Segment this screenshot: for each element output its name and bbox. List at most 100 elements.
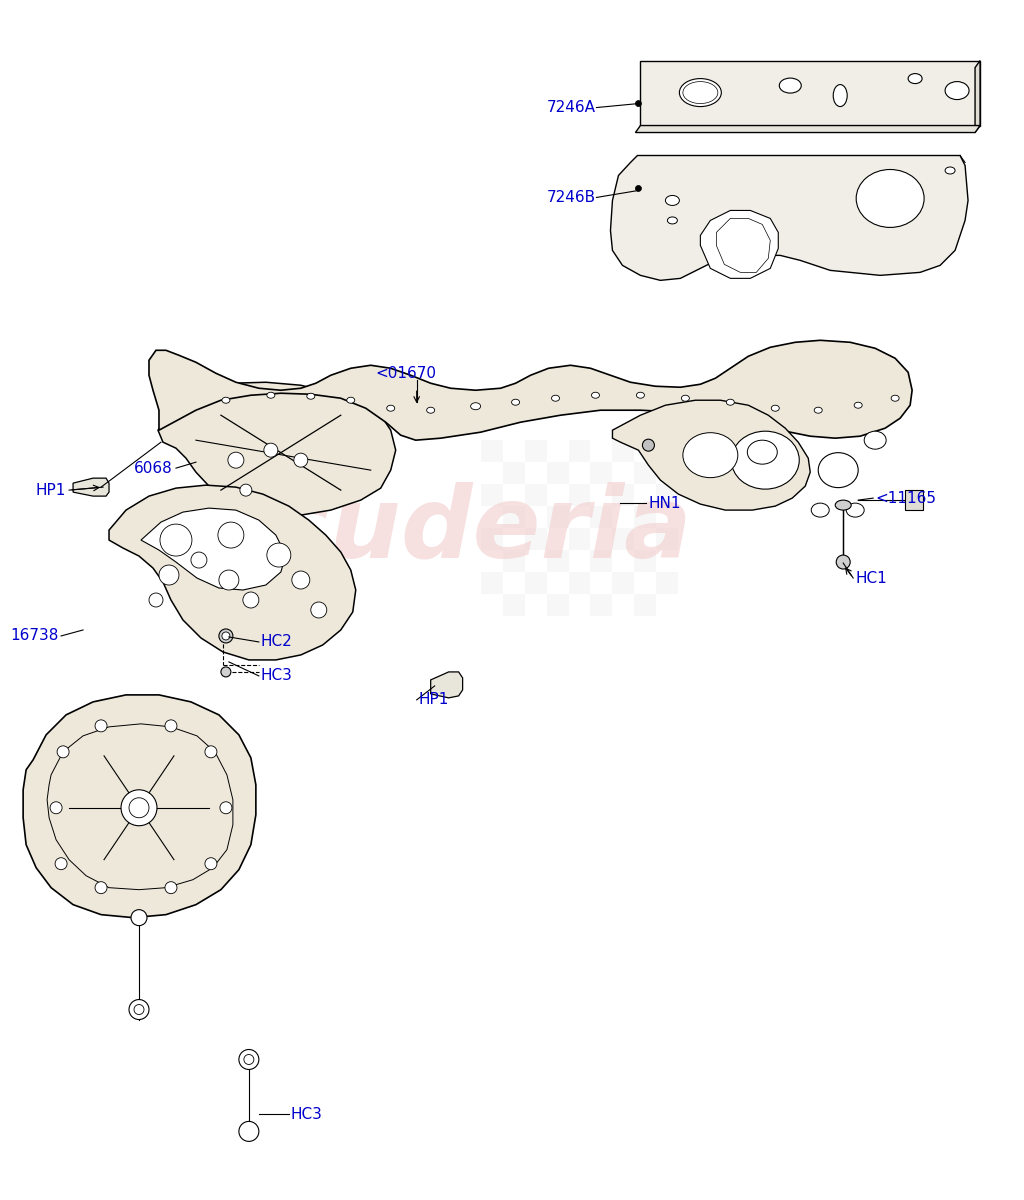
Polygon shape: [975, 61, 980, 132]
Text: HN1: HN1: [648, 496, 681, 511]
Ellipse shape: [679, 78, 721, 107]
Circle shape: [131, 910, 147, 925]
Text: 6068: 6068: [134, 461, 173, 475]
Ellipse shape: [681, 395, 689, 401]
Circle shape: [165, 720, 177, 732]
Ellipse shape: [945, 167, 955, 174]
Bar: [503, 506, 524, 528]
Bar: [591, 506, 612, 528]
Ellipse shape: [427, 407, 434, 413]
Circle shape: [642, 439, 654, 451]
Ellipse shape: [726, 400, 734, 406]
Ellipse shape: [347, 397, 354, 403]
Circle shape: [219, 629, 232, 643]
Circle shape: [837, 556, 850, 569]
Bar: [656, 440, 678, 462]
Text: HC1: HC1: [855, 570, 887, 586]
Ellipse shape: [945, 82, 969, 100]
Circle shape: [221, 667, 230, 677]
Ellipse shape: [854, 402, 862, 408]
Circle shape: [228, 452, 244, 468]
Polygon shape: [612, 401, 810, 510]
Circle shape: [222, 632, 230, 640]
Polygon shape: [158, 383, 395, 515]
Circle shape: [50, 802, 62, 814]
Ellipse shape: [846, 503, 864, 517]
Ellipse shape: [731, 431, 800, 490]
Ellipse shape: [307, 394, 314, 400]
Circle shape: [160, 524, 191, 556]
Ellipse shape: [666, 196, 679, 205]
Ellipse shape: [683, 433, 738, 478]
Polygon shape: [431, 672, 463, 698]
Circle shape: [148, 593, 163, 607]
Polygon shape: [109, 485, 355, 660]
Polygon shape: [640, 61, 980, 126]
Bar: [568, 528, 591, 550]
Circle shape: [267, 544, 291, 568]
Polygon shape: [24, 695, 256, 918]
Bar: [591, 550, 612, 572]
Ellipse shape: [668, 217, 678, 224]
Text: 16738: 16738: [10, 629, 59, 643]
Ellipse shape: [891, 395, 899, 401]
Ellipse shape: [552, 395, 559, 401]
Polygon shape: [73, 478, 109, 496]
Circle shape: [243, 592, 259, 608]
Ellipse shape: [592, 392, 599, 398]
Bar: [503, 550, 524, 572]
Circle shape: [129, 1000, 148, 1020]
Circle shape: [240, 484, 252, 496]
Ellipse shape: [267, 392, 274, 398]
Circle shape: [219, 570, 239, 590]
Bar: [635, 506, 656, 528]
Bar: [612, 572, 635, 594]
Ellipse shape: [818, 452, 858, 487]
Bar: [547, 594, 568, 616]
Ellipse shape: [811, 503, 829, 517]
Circle shape: [239, 1122, 259, 1141]
Circle shape: [55, 858, 68, 870]
Ellipse shape: [908, 73, 923, 84]
Ellipse shape: [512, 400, 519, 406]
Text: 7246A: 7246A: [547, 100, 596, 115]
Polygon shape: [148, 341, 912, 440]
Text: 7246B: 7246B: [547, 190, 596, 205]
Bar: [568, 440, 591, 462]
Circle shape: [220, 802, 231, 814]
Bar: [612, 484, 635, 506]
Ellipse shape: [222, 397, 230, 403]
Circle shape: [165, 882, 177, 894]
Bar: [524, 572, 547, 594]
Bar: [635, 594, 656, 616]
Circle shape: [205, 746, 217, 758]
Bar: [547, 506, 568, 528]
Bar: [656, 484, 678, 506]
Bar: [480, 572, 503, 594]
Circle shape: [95, 720, 108, 732]
Circle shape: [205, 858, 217, 870]
Text: <01670: <01670: [375, 366, 436, 380]
Circle shape: [239, 1050, 259, 1069]
Ellipse shape: [856, 169, 924, 228]
FancyBboxPatch shape: [905, 490, 923, 510]
Text: HC3: HC3: [291, 1106, 323, 1122]
Bar: [568, 484, 591, 506]
Bar: [612, 440, 635, 462]
Text: <11165: <11165: [876, 491, 936, 505]
Bar: [635, 462, 656, 484]
Ellipse shape: [779, 78, 801, 94]
Text: HC3: HC3: [261, 668, 293, 684]
Bar: [524, 528, 547, 550]
Ellipse shape: [864, 431, 886, 449]
Ellipse shape: [637, 392, 644, 398]
Circle shape: [292, 571, 310, 589]
Bar: [547, 550, 568, 572]
Polygon shape: [700, 210, 778, 278]
Circle shape: [121, 790, 157, 826]
Polygon shape: [141, 508, 286, 590]
Circle shape: [134, 1004, 144, 1014]
Polygon shape: [610, 156, 968, 281]
Ellipse shape: [387, 406, 394, 412]
Ellipse shape: [771, 406, 779, 412]
